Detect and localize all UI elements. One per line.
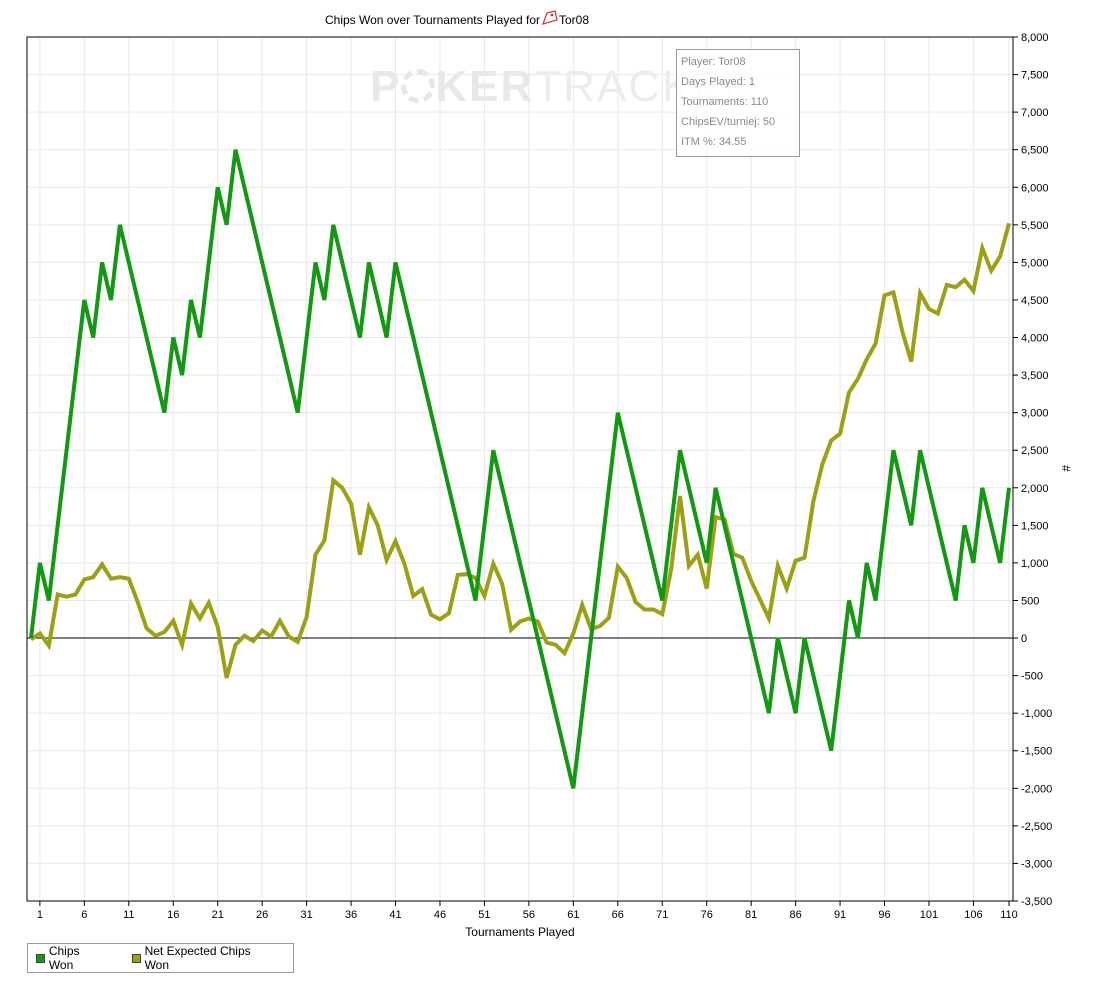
- player-info-box: Player: Tor08 Days Played: 1 Tournaments…: [676, 49, 800, 157]
- y-tick-label: 3,000: [1021, 408, 1049, 420]
- y-tick-label: 3,500: [1021, 370, 1049, 382]
- info-tournaments: Tournaments: 110: [681, 96, 769, 108]
- y-tick-label: -2,000: [1021, 783, 1052, 795]
- x-tick-label: 106: [964, 909, 982, 921]
- x-tick-label: 46: [434, 909, 446, 921]
- chart-title: Chips Won over Tournaments Played for: [325, 13, 540, 27]
- y-tick-label: 500: [1021, 595, 1039, 607]
- y-axis-title: #: [1059, 465, 1073, 472]
- x-tick-label: 51: [478, 909, 490, 921]
- y-tick-label: 2,000: [1021, 483, 1049, 495]
- x-axis-title: Tournaments Played: [465, 925, 574, 939]
- x-tick-label: 16: [167, 909, 179, 921]
- x-tick-label: 81: [745, 909, 757, 921]
- y-tick-label: -1,000: [1021, 708, 1052, 720]
- player-icon: [542, 10, 558, 25]
- legend-item-net-expected: Net Expected Chips Won: [131, 944, 275, 972]
- y-tick-label: 5,500: [1021, 220, 1049, 232]
- info-chipsev: ChipsEV/turniej: 50: [681, 116, 776, 128]
- y-tick-label: -3,500: [1021, 896, 1052, 908]
- x-tick-label: 101: [920, 909, 938, 921]
- y-tick-label: 4,500: [1021, 295, 1049, 307]
- x-tick-label: 56: [523, 909, 535, 921]
- x-tick-label: 1: [37, 909, 43, 921]
- legend-swatch-net-expected: [131, 953, 141, 963]
- y-tick-label: -3,000: [1021, 858, 1052, 870]
- x-tick-label: 31: [300, 909, 312, 921]
- x-tick-label: 21: [212, 909, 224, 921]
- y-tick-label: 4,000: [1021, 333, 1049, 345]
- poker-chip-icon: [401, 69, 436, 103]
- y-tick-label: 6,000: [1021, 182, 1049, 194]
- legend-label-chips-won: Chips Won: [48, 944, 80, 972]
- plot-area-border: [26, 36, 1014, 902]
- info-itm: ITM %: 34.55: [681, 136, 747, 148]
- y-tick-label: 7,500: [1021, 70, 1049, 82]
- x-tick-label: 6: [81, 909, 87, 921]
- y-tick-label: 1,000: [1021, 558, 1049, 570]
- y-tick-label: 1,500: [1021, 520, 1049, 532]
- x-tick-label: 96: [878, 909, 890, 921]
- y-tick-label: 6,500: [1021, 145, 1049, 157]
- x-tick-label: 26: [256, 909, 268, 921]
- y-tick-label: 0: [1021, 633, 1027, 645]
- x-tick-label: 41: [389, 909, 401, 921]
- chart-legend: Chips Won Net Expected Chips Won: [27, 943, 294, 973]
- legend-swatch-chips-won: [36, 953, 45, 963]
- x-tick-label: 110: [1000, 909, 1018, 921]
- legend-label-net-expected: Net Expected Chips Won: [144, 944, 251, 972]
- y-tick-label: 7,000: [1021, 107, 1049, 119]
- y-tick-label: -500: [1021, 671, 1043, 683]
- y-tick-label: -1,500: [1021, 746, 1052, 758]
- y-tick-label: 2,500: [1021, 445, 1049, 457]
- chart-title-player: Tor08: [559, 13, 589, 27]
- info-player: Player: Tor08: [681, 56, 746, 68]
- x-tick-label: 71: [656, 909, 668, 921]
- legend-item-chips-won: Chips Won: [36, 944, 106, 972]
- x-tick-label: 36: [345, 909, 357, 921]
- y-tick-label: 8,000: [1021, 32, 1049, 44]
- x-tick-label: 91: [834, 909, 846, 921]
- series-line-chips-won: [29, 149, 1011, 789]
- x-tick-label: 86: [789, 909, 801, 921]
- series-line-net-expected-chips-won: [29, 222, 1011, 679]
- x-tick-label: 66: [612, 909, 624, 921]
- x-tick-label: 61: [567, 909, 579, 921]
- info-days-played: Days Played: 1: [681, 76, 755, 88]
- y-tick-label: 5,000: [1021, 257, 1049, 269]
- x-tick-label: 76: [701, 909, 713, 921]
- y-tick-label: -2,500: [1021, 821, 1052, 833]
- x-tick-label: 11: [123, 909, 134, 921]
